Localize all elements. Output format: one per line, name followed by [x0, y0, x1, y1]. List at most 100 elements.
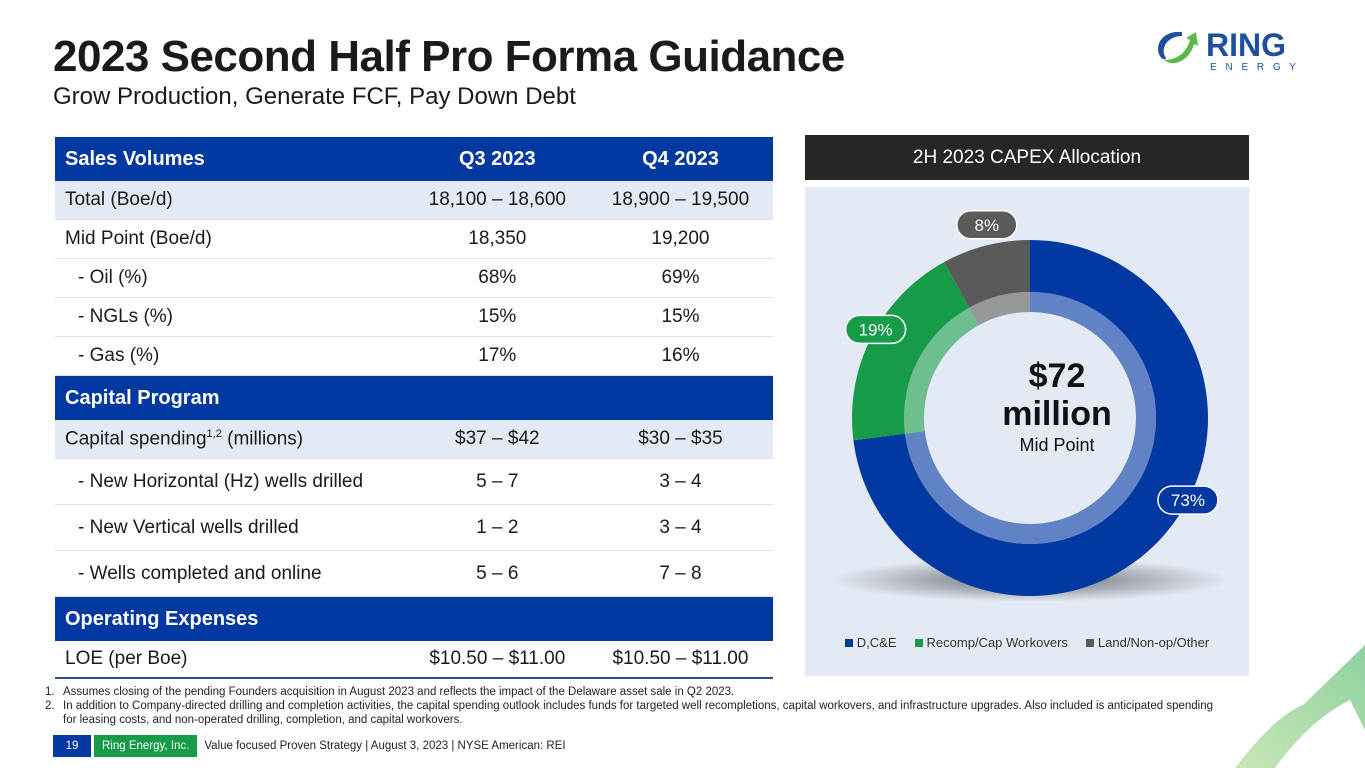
footnote-text: In addition to Company-directed drilling… [63, 700, 1214, 726]
table-row: - Wells completed and online 5 – 6 7 – 8 [55, 550, 773, 597]
legend-item: Land/Non-op/Other [1085, 635, 1210, 650]
column-header-q3: Q3 2023 [458, 147, 536, 170]
section-header-capital-program: Capital Program [55, 375, 773, 420]
page-title: 2023 Second Half Pro Forma Guidance [53, 32, 845, 81]
row-label-text: Capital spending [65, 428, 207, 450]
legend-swatch [1085, 638, 1094, 647]
section-title: Operating Expenses [65, 607, 259, 630]
q3-value: $10.50 – $11.00 [406, 641, 588, 679]
chart-title: 2H 2023 CAPEX Allocation [805, 135, 1249, 180]
capex-chart-panel: 73% 19% 8% $72 million Mid Point D,C&E Reco… [805, 187, 1249, 676]
legend-label: Recomp/Cap Workovers [926, 635, 1068, 650]
q4-value: $10.50 – $11.00 [587, 641, 773, 679]
table-row: Mid Point (Boe/d) 18,350 19,200 [55, 219, 773, 259]
table-row: Capital spending1,2 (millions) $37 – $42… [55, 420, 773, 459]
data-label-text: 73% [1171, 491, 1205, 510]
donut-inner-highlight [904, 307, 979, 434]
q3-value: 18,100 – 18,600 [406, 181, 588, 220]
data-label: 8% [956, 210, 1018, 240]
legend-label: Land/Non-op/Other [1097, 635, 1210, 650]
donut-inner-highlight [969, 292, 1030, 326]
data-label-text: 19% [859, 320, 893, 339]
page-subtitle: Grow Production, Generate FCF, Pay Down … [53, 83, 576, 110]
logo-wordmark: RING [1206, 27, 1286, 63]
donut-slice-recomp-cap-workovers [852, 262, 970, 441]
section-title: Sales Volumes [65, 147, 205, 170]
data-label-pill [1157, 485, 1219, 515]
table-row: LOE (per Boe) $10.50 – $11.00 $10.50 – $… [55, 641, 773, 679]
donut-slice-land-non-op-other [944, 240, 1030, 308]
section-header-operating-expenses: Operating Expenses [55, 596, 773, 641]
center-caption: Mid Point [1019, 435, 1095, 455]
table-row: - Gas (%) 17% 16% [55, 336, 773, 376]
q4-value: 18,900 – 19,500 [587, 181, 773, 220]
logo-subword: E N E R G Y [1210, 62, 1299, 73]
center-unit: million [1002, 395, 1112, 433]
growth-arrow-icon [1235, 645, 1365, 768]
donut-slice-d-c-e [853, 240, 1208, 596]
row-label: Mid Point (Boe/d) [55, 219, 407, 259]
row-label: - New Vertical wells drilled [55, 504, 407, 551]
q3-value: 68% [406, 258, 588, 298]
q4-value: 3 – 4 [587, 504, 773, 551]
company-logo: RING E N E R G Y [1152, 22, 1322, 74]
ring-arrow-logo-icon [1158, 31, 1198, 64]
slide-footer: 19 Ring Energy, Inc. Value focused Prove… [53, 735, 566, 757]
legend-item: D,C&E [844, 635, 897, 650]
q4-value: $30 – $35 [587, 420, 773, 459]
footnotes: 1. Assumes closing of the pending Founde… [45, 685, 1225, 727]
row-label: Capital spending1,2 (millions) [55, 420, 407, 459]
row-label: - New Horizontal (Hz) wells drilled [55, 458, 407, 505]
chart-legend: D,C&E Recomp/Cap Workovers Land/Non-op/Oth… [805, 635, 1249, 650]
data-label-text: 8% [975, 216, 1000, 235]
footnote-number: 1. [45, 686, 55, 698]
q3-value: 1 – 2 [406, 504, 588, 551]
data-label: 19% [844, 314, 907, 345]
q3-value: 17% [406, 336, 588, 376]
q4-value: 3 – 4 [587, 458, 773, 505]
q4-value: 7 – 8 [587, 550, 773, 597]
q3-value: 18,350 [406, 219, 588, 259]
legend-swatch [844, 638, 853, 647]
section-title: Capital Program [65, 386, 220, 409]
page-number: 19 [53, 735, 91, 757]
q4-value: 16% [587, 336, 773, 376]
donut-center-label: $72 million Mid Point [977, 357, 1137, 457]
table-row: - Oil (%) 68% 69% [55, 258, 773, 298]
q4-value: 69% [587, 258, 773, 298]
donut-inner-band [969, 292, 1030, 326]
q3-value: $37 – $42 [406, 420, 588, 459]
q3-value: 15% [406, 297, 588, 337]
row-label: - Oil (%) [55, 258, 407, 298]
section-header-sales-volumes: Sales Volumes Q3 2023 Q4 2023 [55, 137, 773, 181]
table-row: - NGLs (%) 15% 15% [55, 297, 773, 337]
legend-item: Recomp/Cap Workovers [914, 635, 1068, 650]
row-label: - NGLs (%) [55, 297, 407, 337]
q3-value: 5 – 6 [406, 550, 588, 597]
row-label: - Wells completed and online [55, 550, 407, 597]
table-row: Total (Boe/d) 18,100 – 18,600 18,900 – 1… [55, 181, 773, 220]
q3-value: 5 – 7 [406, 458, 588, 505]
center-value: $72 [1028, 357, 1086, 395]
row-label: LOE (per Boe) [55, 641, 407, 679]
footer-text: Value focused Proven Strategy | August 3… [204, 740, 566, 752]
legend-swatch [914, 638, 923, 647]
row-label-suffix: (millions) [221, 428, 304, 450]
footnote-ref: 1,2 [206, 427, 222, 440]
row-label: - Gas (%) [55, 336, 407, 376]
row-label: Total (Boe/d) [55, 181, 407, 220]
data-label-pill [956, 210, 1018, 240]
table-row: - New Horizontal (Hz) wells drilled 5 – … [55, 458, 773, 505]
donut-inner-band [904, 307, 979, 434]
guidance-table: Sales Volumes Q3 2023 Q4 2023 Total (Boe… [55, 137, 773, 679]
data-label-pill [844, 314, 907, 345]
capex-donut-chart: 73% 19% 8% [830, 210, 1230, 602]
table-row: - New Vertical wells drilled 1 – 2 3 – 4 [55, 504, 773, 551]
legend-label: D,C&E [856, 635, 897, 650]
q4-value: 15% [587, 297, 773, 337]
footnote-1: 1. Assumes closing of the pending Founde… [45, 685, 1225, 699]
data-label: 73% [1157, 485, 1219, 515]
footnote-number: 2. [45, 700, 55, 712]
footnote-text: Assumes closing of the pending Founders … [63, 686, 735, 698]
column-header-q4: Q4 2023 [642, 147, 719, 170]
